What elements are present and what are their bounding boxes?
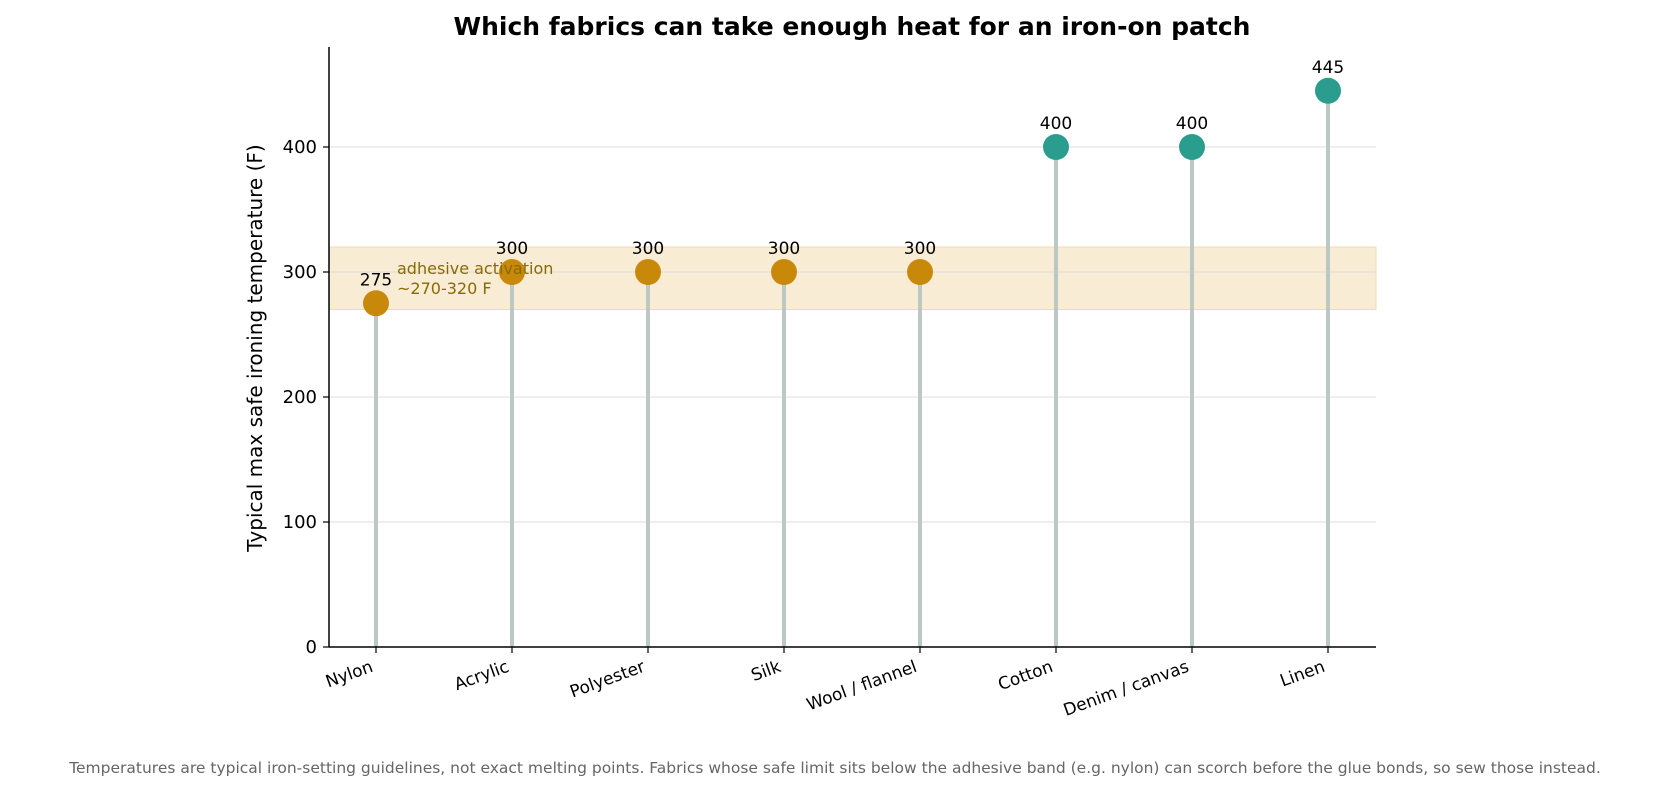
band-label-line2: ~270-320 F	[397, 279, 492, 298]
x-tick-label: Silk	[749, 657, 784, 686]
value-label: 300	[496, 239, 528, 259]
gridlines	[329, 146, 1376, 523]
value-labels: 275 300 300 300 300 400 400 445	[360, 58, 1344, 291]
x-tick-label: Wool / flannel	[804, 657, 920, 715]
marker-dot	[363, 290, 389, 317]
marker-dot	[771, 259, 797, 285]
value-label: 400	[1040, 114, 1072, 134]
y-axis-label: Typical max safe ironing temperature (F)	[243, 144, 267, 552]
axes	[328, 47, 1376, 648]
y-tick-label: 0	[306, 637, 317, 658]
marker-dot	[907, 259, 933, 285]
value-label: 275	[360, 270, 392, 290]
stems	[374, 90, 1330, 647]
x-tick-label: Denim / canvas	[1061, 657, 1192, 721]
x-tick-label: Linen	[1277, 657, 1327, 692]
band-label-line1: adhesive activation	[397, 259, 553, 278]
value-label: 445	[1312, 58, 1344, 78]
y-tick-label: 100	[283, 512, 317, 533]
value-label: 400	[1176, 114, 1208, 134]
value-label: 300	[768, 239, 800, 259]
marker-dot	[1315, 77, 1341, 104]
y-ticks: 0 100 200 300 400	[283, 137, 329, 658]
footnote: Temperatures are typical iron-setting gu…	[68, 759, 1601, 777]
x-tick-label: Acrylic	[452, 657, 512, 695]
x-tick-label: Polyester	[567, 657, 647, 703]
value-label: 300	[904, 239, 936, 259]
marker-dot	[635, 259, 661, 285]
y-tick-label: 200	[283, 387, 317, 408]
y-tick-label: 400	[283, 137, 317, 158]
x-tick-label: Nylon	[323, 657, 376, 692]
x-tick-label: Cotton	[996, 657, 1056, 695]
value-label: 300	[632, 239, 664, 259]
markers	[363, 77, 1341, 317]
chart-title: Which fabrics can take enough heat for a…	[454, 12, 1251, 41]
marker-dot	[1179, 134, 1205, 160]
x-ticks: Nylon Acrylic Polyester Silk Wool / flannel C…	[323, 647, 1329, 721]
y-tick-label: 300	[283, 262, 317, 283]
marker-dot	[499, 259, 525, 285]
marker-dot	[1043, 134, 1069, 160]
